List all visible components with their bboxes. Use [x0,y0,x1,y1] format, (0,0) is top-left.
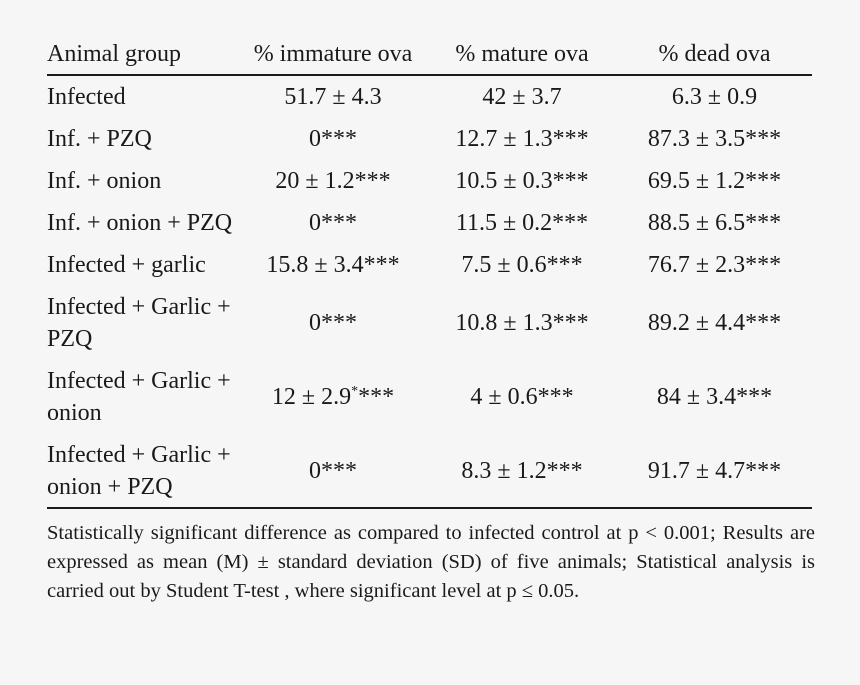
table-row: Inf. + onion + PZQ 0*** 11.5 ± 0.2*** 88… [47,202,812,244]
significance-stars: *** [358,384,395,410]
mature-ova-cell: 10.5 ± 0.3*** [455,168,589,194]
dead-ova-cell: 88.5 ± 6.5*** [647,210,782,236]
immature-ova-cell: 0*** [239,118,427,160]
table-row: Infected + Garlic + onion + PZQ 0*** 8.3… [47,434,812,509]
animal-group-cell: Inf. + PZQ [47,126,152,152]
table-row: Inf. + PZQ 0*** 12.7 ± 1.3*** 87.3 ± 3.5… [47,118,812,160]
immature-ova-value: 20 ± 1.2*** [275,168,391,194]
table-row: Infected + Garlic + onion 12 ± 2.9**** 4… [47,360,812,434]
dead-ova-cell: 87.3 ± 3.5*** [647,126,782,152]
immature-ova-cell: 51.7 ± 4.3 [239,75,427,118]
mature-ova-cell: 42 ± 3.7 [482,84,562,110]
column-header-dead-ova: % dead ova [617,36,812,76]
dead-ova-cell: 6.3 ± 0.9 [671,84,758,110]
immature-ova-value: 51.7 ± 4.3 [284,84,382,110]
animal-group-cell: Infected [47,84,126,110]
animal-group-cell: Infected + Garlic + onion + PZQ [47,434,239,509]
mature-ova-cell: 8.3 ± 1.2*** [427,434,617,509]
immature-ova-value: 0*** [309,126,357,152]
immature-ova-cell: 15.8 ± 3.4*** [239,244,427,286]
immature-ova-value: 15.8 ± 3.4*** [266,252,400,278]
column-header-immature-ova: % immature ova [239,36,427,76]
dead-ova-cell: 69.5 ± 1.2*** [647,168,782,194]
column-header-animal-group: Animal group [47,36,239,76]
animal-group-cell: Inf. + onion [47,168,162,194]
immature-ova-value: 0*** [309,458,357,484]
mature-ova-cell: 11.5 ± 0.2*** [455,210,589,236]
dead-ova-cell: 89.2 ± 4.4*** [647,310,782,336]
immature-ova-cell: 0*** [239,286,427,360]
table-header-row: Animal group % immature ova % mature ova… [47,36,812,76]
dead-ova-cell: 91.7 ± 4.7*** [617,434,812,509]
table-row: Infected 51.7 ± 4.3 42 ± 3.7 6.3 ± 0.9 [47,75,812,118]
mature-ova-cell: 7.5 ± 0.6*** [461,252,583,278]
animal-group-cell: Infected + garlic [47,252,206,278]
mature-ova-cell: 10.8 ± 1.3*** [455,310,589,336]
table-row: Infected + garlic 15.8 ± 3.4*** 7.5 ± 0.… [47,244,812,286]
animal-group-cell: Inf. + onion + PZQ [47,210,233,236]
immature-ova-value: 12 ± 2.9 [271,384,352,410]
mature-ova-cell: 4 ± 0.6*** [470,384,574,410]
animal-group-cell: Infected + Garlic + onion [47,368,231,426]
table-row: Infected + Garlic + PZQ 0*** 10.8 ± 1.3*… [47,286,812,360]
immature-ova-cell: 0*** [239,202,427,244]
table-footnote: Statistically significant difference as … [47,522,815,602]
mature-ova-cell: 12.7 ± 1.3*** [455,126,589,152]
immature-ova-cell: 0*** [239,434,427,509]
immature-ova-cell: 12 ± 2.9**** [239,360,427,434]
ova-results-table: Animal group % immature ova % mature ova… [47,36,812,509]
superscript-marker: * [351,384,359,399]
dead-ova-cell: 76.7 ± 2.3*** [647,252,782,278]
table-row: Inf. + onion 20 ± 1.2*** 10.5 ± 0.3*** 6… [47,160,812,202]
results-table-container: Animal group % immature ova % mature ova… [47,36,815,606]
column-header-mature-ova: % mature ova [427,36,617,76]
immature-ova-value: 0*** [309,210,357,236]
animal-group-cell: Infected + Garlic + PZQ [47,294,231,352]
immature-ova-cell: 20 ± 1.2*** [239,160,427,202]
immature-ova-value: 0*** [309,310,357,336]
dead-ova-cell: 84 ± 3.4*** [656,384,773,410]
